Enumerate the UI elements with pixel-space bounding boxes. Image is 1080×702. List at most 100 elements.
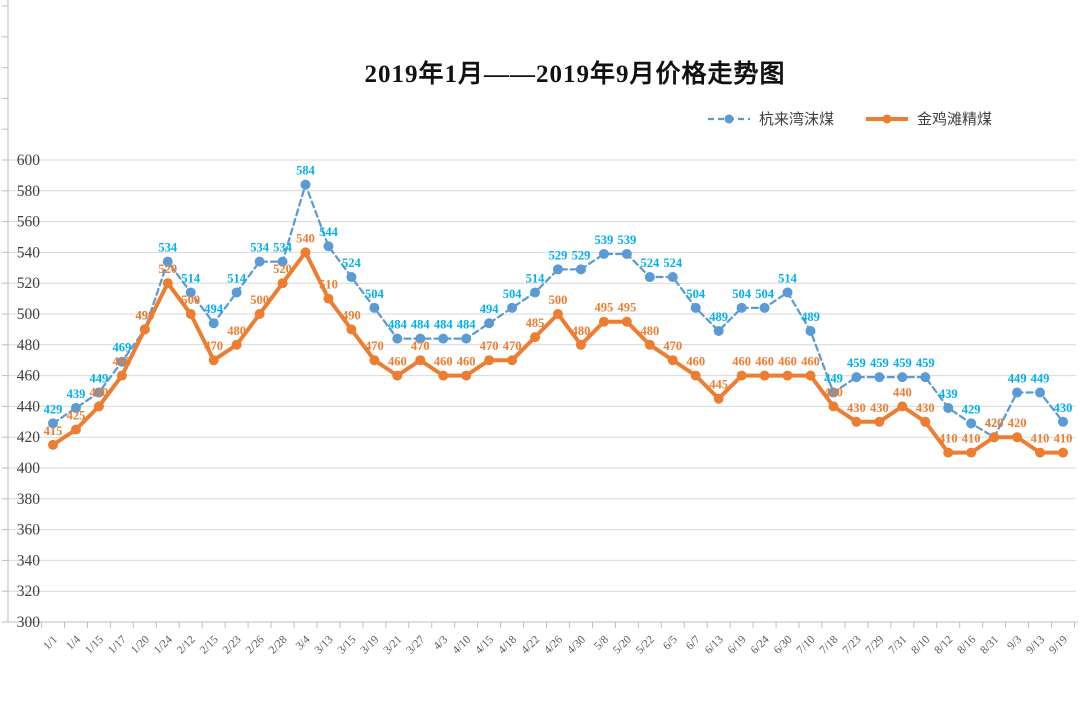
- data-point[interactable]: [966, 447, 977, 458]
- data-point[interactable]: [208, 318, 219, 329]
- data-point[interactable]: [369, 302, 380, 313]
- data-point[interactable]: [598, 316, 609, 327]
- data-point[interactable]: [254, 309, 265, 319]
- data-point[interactable]: [507, 302, 518, 313]
- data-point[interactable]: [575, 264, 586, 275]
- data-point[interactable]: [598, 248, 609, 259]
- data-label: 510: [319, 278, 338, 292]
- data-point[interactable]: [1012, 432, 1023, 443]
- data-point[interactable]: [392, 370, 403, 381]
- data-point[interactable]: [621, 316, 632, 327]
- data-point[interactable]: [553, 309, 563, 319]
- data-point[interactable]: [530, 287, 541, 298]
- data-point[interactable]: [759, 370, 770, 381]
- data-point[interactable]: [805, 325, 816, 336]
- data-point[interactable]: [989, 432, 1000, 443]
- data-point[interactable]: [690, 370, 701, 381]
- data-point[interactable]: [484, 318, 495, 329]
- data-point[interactable]: [782, 287, 793, 298]
- series-line-1[interactable]: [48, 179, 1068, 443]
- data-point[interactable]: [484, 355, 495, 366]
- data-point[interactable]: [530, 332, 541, 343]
- data-point[interactable]: [461, 370, 472, 381]
- data-point[interactable]: [828, 387, 839, 398]
- data-point[interactable]: [621, 248, 632, 259]
- data-point[interactable]: [116, 356, 127, 367]
- data-point[interactable]: [713, 393, 724, 404]
- data-point[interactable]: [162, 278, 173, 289]
- data-point[interactable]: [185, 309, 196, 319]
- data-point[interactable]: [438, 333, 449, 344]
- data-point[interactable]: [851, 372, 862, 383]
- data-point[interactable]: [208, 355, 219, 366]
- data-point[interactable]: [553, 264, 563, 275]
- data-point[interactable]: [369, 355, 380, 366]
- data-point[interactable]: [139, 324, 150, 335]
- data-point[interactable]: [93, 387, 104, 398]
- data-point[interactable]: [667, 355, 678, 366]
- data-point[interactable]: [392, 333, 403, 344]
- data-point[interactable]: [323, 241, 334, 252]
- legend-item-series-1[interactable]: 杭来湾沫煤: [706, 108, 834, 129]
- data-point[interactable]: [805, 370, 816, 381]
- data-point[interactable]: [70, 424, 81, 435]
- data-point[interactable]: [874, 416, 885, 427]
- data-point[interactable]: [185, 287, 196, 298]
- data-point[interactable]: [1012, 387, 1023, 398]
- data-point[interactable]: [690, 302, 701, 313]
- data-point[interactable]: [667, 272, 678, 283]
- data-point[interactable]: [644, 339, 655, 350]
- series-polyline-1[interactable]: [51, 183, 1065, 439]
- data-point[interactable]: [323, 293, 334, 304]
- data-point[interactable]: [162, 256, 173, 267]
- data-point[interactable]: [851, 416, 862, 427]
- data-point[interactable]: [1035, 387, 1046, 398]
- data-point[interactable]: [507, 355, 518, 366]
- data-point[interactable]: [920, 416, 931, 427]
- data-point[interactable]: [897, 372, 908, 383]
- data-point[interactable]: [231, 339, 242, 350]
- data-label: 484: [457, 318, 477, 332]
- data-point[interactable]: [759, 302, 770, 313]
- data-point[interactable]: [346, 272, 357, 283]
- data-point[interactable]: [575, 339, 586, 350]
- data-point[interactable]: [736, 370, 747, 381]
- data-point[interactable]: [277, 278, 288, 289]
- data-point[interactable]: [438, 370, 449, 381]
- data-point[interactable]: [116, 370, 127, 381]
- data-point[interactable]: [943, 447, 954, 458]
- data-point[interactable]: [300, 179, 311, 190]
- data-point[interactable]: [1035, 447, 1046, 458]
- data-point[interactable]: [644, 272, 655, 283]
- data-point[interactable]: [782, 370, 793, 381]
- data-point[interactable]: [828, 401, 839, 412]
- data-point[interactable]: [415, 355, 426, 366]
- x-tick-label: 4/10: [450, 633, 473, 656]
- data-point[interactable]: [415, 333, 426, 344]
- data-point[interactable]: [736, 302, 747, 313]
- legend-item-series-2[interactable]: 金鸡滩精煤: [864, 108, 992, 129]
- series-line-2[interactable]: [48, 247, 1068, 458]
- data-point[interactable]: [874, 372, 885, 383]
- data-point[interactable]: [70, 402, 81, 413]
- data-point[interactable]: [1058, 416, 1068, 427]
- data-point[interactable]: [713, 325, 724, 336]
- data-point[interactable]: [48, 418, 58, 429]
- data-label: 534: [158, 241, 178, 255]
- dashed-line-dot-icon: [707, 114, 750, 123]
- data-point[interactable]: [943, 402, 954, 413]
- data-point[interactable]: [277, 256, 288, 267]
- data-point[interactable]: [897, 401, 908, 412]
- x-tick-label: 9/13: [1024, 633, 1047, 656]
- data-point[interactable]: [1058, 447, 1068, 458]
- data-point[interactable]: [920, 372, 931, 383]
- data-point[interactable]: [346, 324, 357, 335]
- data-point[interactable]: [48, 439, 58, 450]
- data-point[interactable]: [300, 247, 311, 258]
- data-point[interactable]: [231, 287, 242, 298]
- data-point[interactable]: [93, 401, 104, 412]
- data-point[interactable]: [461, 333, 472, 344]
- x-tick-label: 3/13: [313, 633, 336, 656]
- data-point[interactable]: [254, 256, 265, 267]
- data-point[interactable]: [966, 418, 977, 429]
